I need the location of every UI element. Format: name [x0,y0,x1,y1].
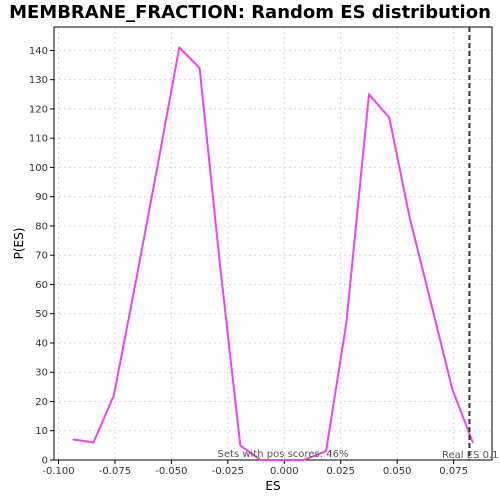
x-tick-label: 0.000 [270,466,299,477]
y-axis: 0 10 20 30 40 50 60 70 80 90 100 110 120 130 140 [29,46,54,467]
data-point [451,388,454,391]
x-tick-label: 0.075 [439,466,468,477]
y-tick-label: 30 [35,368,48,379]
data-point [113,394,115,397]
x-tick-label: 0.025 [326,466,355,477]
y-tick-label: 80 [35,221,48,232]
y-axis-label: P(ES) [12,228,26,260]
y-tick-label: 70 [35,251,48,262]
y-tick-label: 120 [29,104,48,115]
data-point [92,441,95,444]
x-axis-label: ES [265,479,280,493]
y-tick-label: 0 [42,456,48,467]
data-point [135,277,138,280]
data-point [325,450,327,453]
chart-title: MEMBRANE_FRACTION: Random ES distributio… [9,2,491,23]
data-point [219,263,221,265]
data-point [302,459,305,461]
data-point [431,307,433,309]
pos-scores-annotation: Sets with pos scores: 46% [218,449,349,460]
data-point [178,46,181,49]
data-point [345,321,348,324]
x-tick-label: -0.100 [42,466,74,477]
x-tick-label: -0.025 [212,466,244,477]
data-point [472,441,474,444]
data-point [280,459,282,461]
y-tick-label: 130 [29,75,48,86]
y-tick-label: 140 [29,46,48,57]
y-tick-label: 60 [35,280,48,291]
data-point [239,444,242,447]
data-point [198,67,201,69]
series-line [73,46,474,461]
y-tick-label: 40 [35,338,48,349]
grid [54,27,492,461]
x-tick-label: 0.050 [383,466,412,477]
y-tick-label: 20 [35,397,48,408]
real-es-label: Real ES 0.1 [442,450,498,461]
x-tick-label: -0.075 [99,466,131,477]
y-tick-label: 110 [29,134,48,145]
data-point [72,438,74,441]
data-point [155,169,158,172]
y-tick-label: 100 [29,163,48,174]
data-point [388,116,391,119]
y-tick-label: 10 [35,426,48,437]
y-tick-label: 50 [35,309,48,320]
plot-area [53,26,493,461]
x-tick-label: -0.050 [155,466,187,477]
series-layer [72,46,474,461]
data-point [408,216,411,218]
data-point [368,93,370,96]
data-point [259,459,262,461]
x-axis: -0.100 -0.075 -0.050 -0.025 0.000 0.025 0.050 0… [42,460,468,477]
y-tick-label: 90 [35,192,48,203]
